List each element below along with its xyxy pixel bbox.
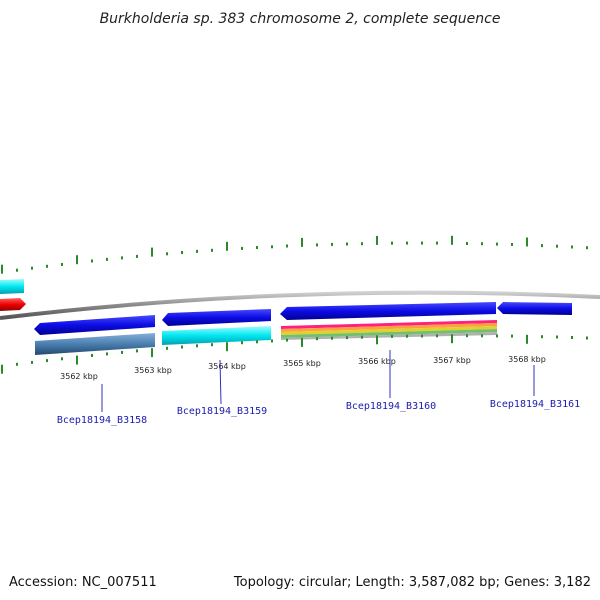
- cds-arrow-3159: [162, 309, 271, 326]
- gene-label: Bcep18194_B3161: [490, 399, 580, 410]
- gene-labels: Bcep18194_B3158 Bcep18194_B3159 Bcep1819…: [57, 399, 580, 426]
- tick-label: 3566 kbp: [358, 357, 396, 366]
- red-feature-left: [0, 298, 26, 311]
- tick-labels: 3562 kbp 3563 kbp 3564 kbp 3565 kbp 3566…: [60, 355, 546, 381]
- tick-label: 3568 kbp: [508, 355, 546, 364]
- gene-label: Bcep18194_B3160: [346, 401, 436, 412]
- inner-ruler: [1, 334, 588, 374]
- outer-ruler: [1, 235, 588, 274]
- tick-label: 3567 kbp: [433, 356, 471, 365]
- gene-label: Bcep18194_B3159: [177, 406, 267, 417]
- tick-label: 3563 kbp: [134, 366, 172, 375]
- striped-feature: [281, 320, 497, 340]
- gene-leader-line: [219, 359, 222, 405]
- cyan-feature-left: [0, 279, 24, 294]
- steelblue-feature: [35, 333, 155, 355]
- tick-label: 3564 kbp: [208, 362, 246, 371]
- cds-arrow-3158: [34, 315, 155, 335]
- accession-text: Accession: NC_007511: [9, 575, 157, 590]
- sequence-backbone: [0, 290, 600, 320]
- tick-label: 3565 kbp: [283, 359, 321, 368]
- cds-arrow-3160: [280, 302, 496, 320]
- gene-leader-lines: [101, 350, 535, 412]
- cyan-feature: [162, 326, 271, 345]
- sequence-summary: Topology: circular; Length: 3,587,082 bp…: [233, 575, 591, 590]
- cds-arrow-3161: [497, 302, 572, 315]
- map-title: Burkholderia sp. 383 chromosome 2, compl…: [100, 11, 501, 27]
- gene-label: Bcep18194_B3158: [57, 415, 147, 426]
- tick-label: 3562 kbp: [60, 372, 98, 381]
